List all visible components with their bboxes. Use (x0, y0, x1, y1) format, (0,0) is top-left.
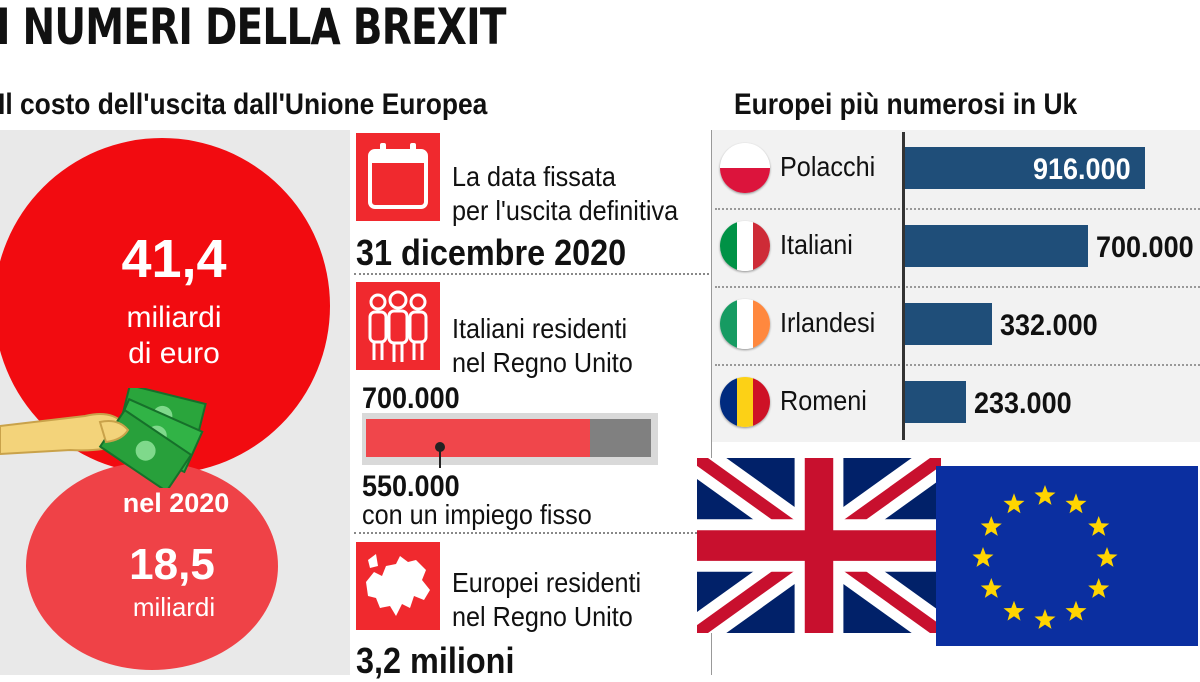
bar-value-italiani: 700.000 (1096, 231, 1194, 264)
exit-date-label: La data fissata per l'uscita definitiva (452, 160, 678, 228)
eu-star-icon (1034, 609, 1056, 629)
row-divider (715, 208, 1200, 210)
europe-map-icon-box (356, 542, 440, 630)
romania-flag-icon (720, 377, 770, 427)
people-icon (368, 290, 428, 362)
italian-employed-label: con un impiego fisso (362, 499, 592, 530)
vertical-rule (711, 130, 712, 675)
employment-marker-line (439, 446, 441, 468)
europe-map-icon (366, 554, 430, 616)
eu-star-icon (1088, 578, 1110, 598)
european-residents-value: 3,2 milioni (356, 640, 515, 681)
bar-italiani (905, 225, 1088, 267)
italian-residents-label-line1: Italiani residenti (452, 313, 628, 344)
exit-date-label-line1: La data fissata (452, 161, 616, 192)
chart-heading: Europei più numerosi in Uk (734, 88, 1078, 121)
eu-star-icon (1065, 493, 1087, 514)
eu-star-icon (972, 547, 994, 567)
european-residents-label: Europei residenti nel Regno Unito (452, 566, 641, 634)
people-icon-box (356, 282, 440, 370)
bar-value-polacchi: 916.000 (1033, 153, 1131, 186)
category-label-polacchi: Polacchi (780, 151, 876, 182)
employment-marker-dot (435, 442, 445, 452)
calendar-icon-box (356, 133, 440, 221)
eu-star-icon (980, 578, 1002, 598)
italian-residents-total: 700.000 (362, 382, 460, 415)
divider (354, 273, 709, 275)
eu-star-icon (1065, 600, 1087, 621)
employment-bar-fill (366, 419, 590, 457)
eu-star-icon (1003, 493, 1025, 514)
bar-polacchi (905, 147, 1145, 189)
italian-employed-value: 550.000 (362, 470, 460, 503)
bar-value-irlandesi: 332.000 (1000, 309, 1098, 342)
total-cost-value: 41,4 (121, 229, 227, 289)
european-residents-label-line2: nel Regno Unito (452, 601, 633, 632)
eu-star-icon (1088, 516, 1110, 536)
uk-flag-icon (697, 458, 941, 633)
year-cost-circle (26, 462, 278, 670)
cost-heading: Il costo dell'uscita dall'Unione Europea (0, 88, 488, 121)
exit-date-label-line2: per l'uscita definitiva (452, 195, 679, 226)
italian-residents-label: Italiani residenti nel Regno Unito (452, 312, 633, 380)
chart-axis (902, 132, 905, 440)
eu-star-icon (980, 516, 1002, 536)
year-cost-label: nel 2020 (122, 488, 230, 518)
total-cost-unit-line1: miliardi (126, 301, 222, 334)
year-cost-unit: miliardi (132, 592, 216, 622)
row-divider (715, 286, 1200, 288)
bar-irlandesi (905, 303, 992, 345)
category-label-romeni: Romeni (780, 385, 867, 416)
eu-star-icon (1034, 485, 1056, 505)
italy-flag-icon (720, 221, 770, 271)
total-cost-unit-line2: di euro (128, 337, 220, 370)
total-cost-unit: miliardi di euro (74, 300, 274, 372)
italian-residents-label-line2: nel Regno Unito (452, 347, 633, 378)
divider (354, 532, 709, 534)
category-label-italiani: Italiani (780, 229, 853, 260)
page-title: I NUMERI DELLA BREXIT (0, 0, 506, 56)
eu-star-icon (1096, 547, 1118, 567)
category-label-irlandesi: Irlandesi (780, 307, 876, 338)
eu-star-icon (1003, 600, 1025, 621)
money-hand-icon (0, 388, 207, 488)
poland-flag-icon (720, 143, 770, 193)
eu-flag-icon (936, 466, 1198, 646)
bar-value-romeni: 233.000 (974, 387, 1072, 420)
year-cost-value: 18,5 (129, 540, 215, 589)
bar-romeni (905, 381, 966, 423)
ireland-flag-icon (720, 299, 770, 349)
calendar-icon (368, 143, 428, 209)
exit-date-value: 31 dicembre 2020 (356, 232, 627, 273)
row-divider (715, 364, 1200, 366)
european-residents-label-line1: Europei residenti (452, 567, 642, 598)
